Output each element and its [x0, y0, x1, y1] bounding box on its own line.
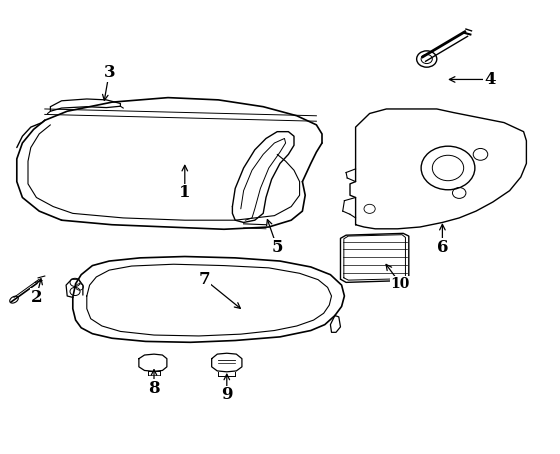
Text: 3: 3	[104, 64, 115, 81]
Text: 5: 5	[272, 239, 283, 256]
Text: 8: 8	[148, 380, 160, 397]
Text: 6: 6	[437, 239, 448, 256]
Text: 2: 2	[31, 289, 42, 306]
Text: 9: 9	[221, 386, 232, 404]
Text: 1: 1	[179, 184, 190, 202]
Text: 4: 4	[484, 71, 496, 88]
Text: 7: 7	[199, 271, 210, 288]
Text: 10: 10	[391, 277, 410, 291]
